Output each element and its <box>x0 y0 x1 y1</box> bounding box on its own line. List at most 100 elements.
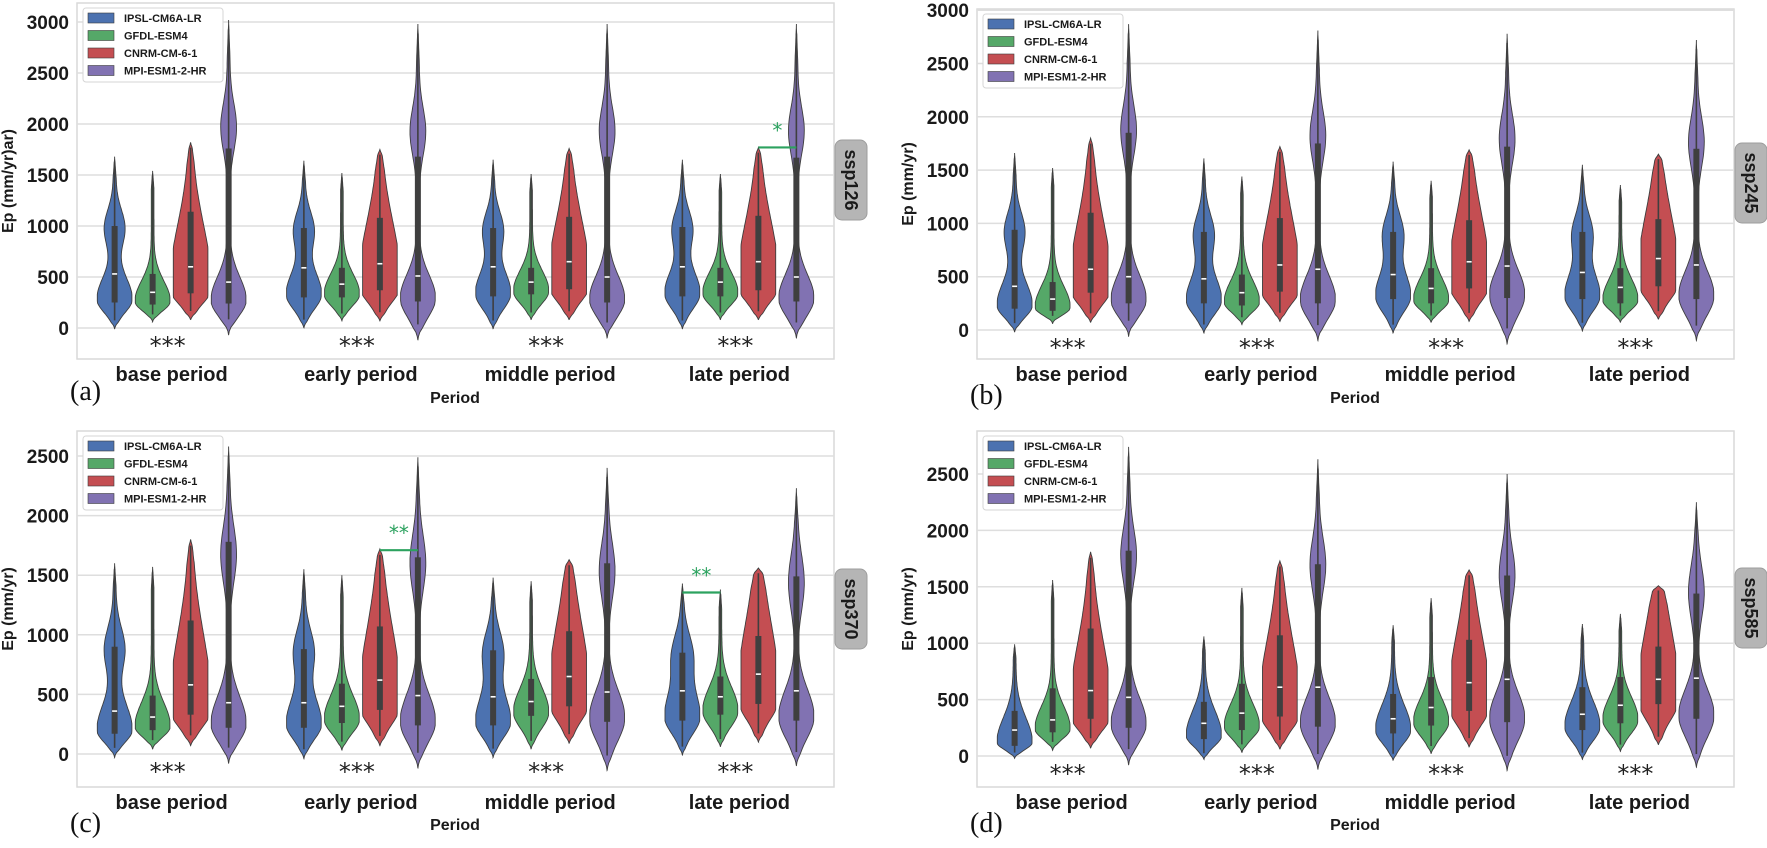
y-tick-label: 1500 <box>27 166 69 187</box>
x-axis-label: Period <box>1330 390 1380 407</box>
y-tick-label: 0 <box>58 745 69 766</box>
legend-swatch-ipsl-cm6a-lr <box>987 18 1015 30</box>
legend-box <box>982 13 1124 89</box>
legend-swatch-mpi-esm1-2-hr <box>987 71 1015 82</box>
significance-stars: *** <box>528 758 564 786</box>
legend-swatch-gfdl-esm4 <box>987 458 1015 469</box>
violin-iqr-box <box>528 267 535 295</box>
y-axis-label: Ep (mm/yr) <box>900 142 917 226</box>
x-axis-label: Period <box>430 390 480 407</box>
significance-stars: *** <box>150 758 186 786</box>
legend-label: CNRM-CM-6-1 <box>124 476 197 488</box>
violin-iqr-box <box>1049 282 1056 311</box>
violin-iqr-box <box>1314 564 1321 727</box>
y-tick-label: 500 <box>937 268 969 289</box>
y-tick-label: 2000 <box>927 521 969 542</box>
legend-label: GFDL-ESM4 <box>124 459 188 471</box>
violin-iqr-box <box>1466 639 1473 711</box>
legend-label: GFDL-ESM4 <box>1024 37 1088 49</box>
violin-iqr-box <box>1276 635 1283 717</box>
violin-iqr-box <box>1200 701 1207 740</box>
x-tick-label: late period <box>689 792 790 814</box>
x-tick-label: base period <box>115 364 227 386</box>
legend-swatch-cnrm-cm-6-1 <box>987 53 1015 65</box>
legend-label: IPSL-CM6A-LR <box>124 441 202 453</box>
legend-label: MPI-ESM1-2-HR <box>1024 494 1107 506</box>
y-tick-label: 2000 <box>927 108 969 129</box>
legend-swatch-gfdl-esm4 <box>87 30 115 41</box>
y-tick-label: 1500 <box>927 578 969 599</box>
significance-stars: *** <box>1050 760 1086 788</box>
y-tick-label: 2500 <box>27 64 69 85</box>
violin-iqr-box <box>1049 688 1056 733</box>
y-tick-label: 2500 <box>927 465 969 486</box>
violin-iqr-box <box>679 652 686 721</box>
significance-stars: *** <box>1428 334 1464 362</box>
legend-label: CNRM-CM-6-1 <box>124 48 197 60</box>
x-tick-label: late period <box>1589 792 1690 814</box>
violin-iqr-box <box>225 148 232 304</box>
violin-iqr-box <box>793 157 800 302</box>
legend-label: MPI-ESM1-2-HR <box>124 66 207 78</box>
significance-stars: *** <box>1428 760 1464 788</box>
y-tick-label: 0 <box>958 747 969 768</box>
x-tick-label: base period <box>115 792 227 814</box>
violin-iqr-box <box>1238 274 1245 306</box>
legend-label: CNRM-CM-6-1 <box>1024 476 1097 488</box>
legend-label: MPI-ESM1-2-HR <box>1024 72 1107 84</box>
x-tick-label: base period <box>1015 792 1127 814</box>
violin-iqr-box <box>755 215 762 291</box>
y-tick-label: 1000 <box>27 217 69 238</box>
violin-iqr-box <box>376 217 383 291</box>
legend-label: IPSL-CM6A-LR <box>1024 19 1102 31</box>
violin-iqr-box <box>1238 683 1245 731</box>
violin-iqr-box <box>187 211 194 294</box>
violin-iqr-box <box>755 635 762 704</box>
x-tick-label: middle period <box>485 792 616 814</box>
violin-iqr-box <box>1693 148 1700 300</box>
legend-swatch-gfdl-esm4 <box>87 458 115 469</box>
y-tick-label: 1000 <box>927 634 969 655</box>
facet-strip <box>1734 142 1767 224</box>
x-tick-label: early period <box>304 364 417 386</box>
x-tick-label: late period <box>689 364 790 386</box>
legend-swatch-cnrm-cm-6-1 <box>87 47 115 59</box>
violin-iqr-box <box>414 557 421 726</box>
significance-stars: *** <box>528 332 564 360</box>
violin-iqr-box <box>111 646 118 734</box>
violin-iqr-box <box>1579 231 1586 300</box>
legend-label: CNRM-CM-6-1 <box>1024 54 1097 66</box>
violin-iqr-box <box>414 156 421 302</box>
legend-swatch-gfdl-esm4 <box>987 36 1015 47</box>
violin-iqr-box <box>225 541 232 728</box>
violin-iqr-box <box>338 267 345 298</box>
violin-iqr-box <box>490 228 497 297</box>
y-tick-label: 500 <box>37 685 69 706</box>
y-tick-label: 500 <box>37 268 69 289</box>
legend-label: GFDL-ESM4 <box>124 31 188 43</box>
violin-iqr-box <box>1011 229 1018 309</box>
x-tick-label: early period <box>1204 792 1317 814</box>
x-tick-label: late period <box>1589 364 1690 386</box>
y-tick-label: 0 <box>58 319 69 340</box>
violin-iqr-box <box>528 678 535 716</box>
violin-iqr-box <box>1390 231 1397 300</box>
y-axis-label: Ep (mm/yr)ar) <box>0 129 17 233</box>
significance-stars: *** <box>1617 334 1653 362</box>
legend-label: GFDL-ESM4 <box>1024 459 1088 471</box>
panel-letter: (d) <box>970 808 1003 839</box>
legend-swatch-ipsl-cm6a-lr <box>87 440 115 452</box>
violin-iqr-box <box>376 626 383 710</box>
legend-swatch-mpi-esm1-2-hr <box>987 493 1015 504</box>
significance-stars: *** <box>1617 760 1653 788</box>
facet-strip <box>834 139 868 221</box>
significance-stars: *** <box>1050 334 1086 362</box>
bracket-label: ** <box>691 563 711 587</box>
violin-iqr-box <box>149 273 156 305</box>
significance-stars: *** <box>339 332 375 360</box>
panel-letter: (a) <box>70 376 101 407</box>
y-tick-label: 2000 <box>27 115 69 136</box>
violin-iqr-box <box>1693 593 1700 719</box>
violin-iqr-box <box>566 216 573 290</box>
